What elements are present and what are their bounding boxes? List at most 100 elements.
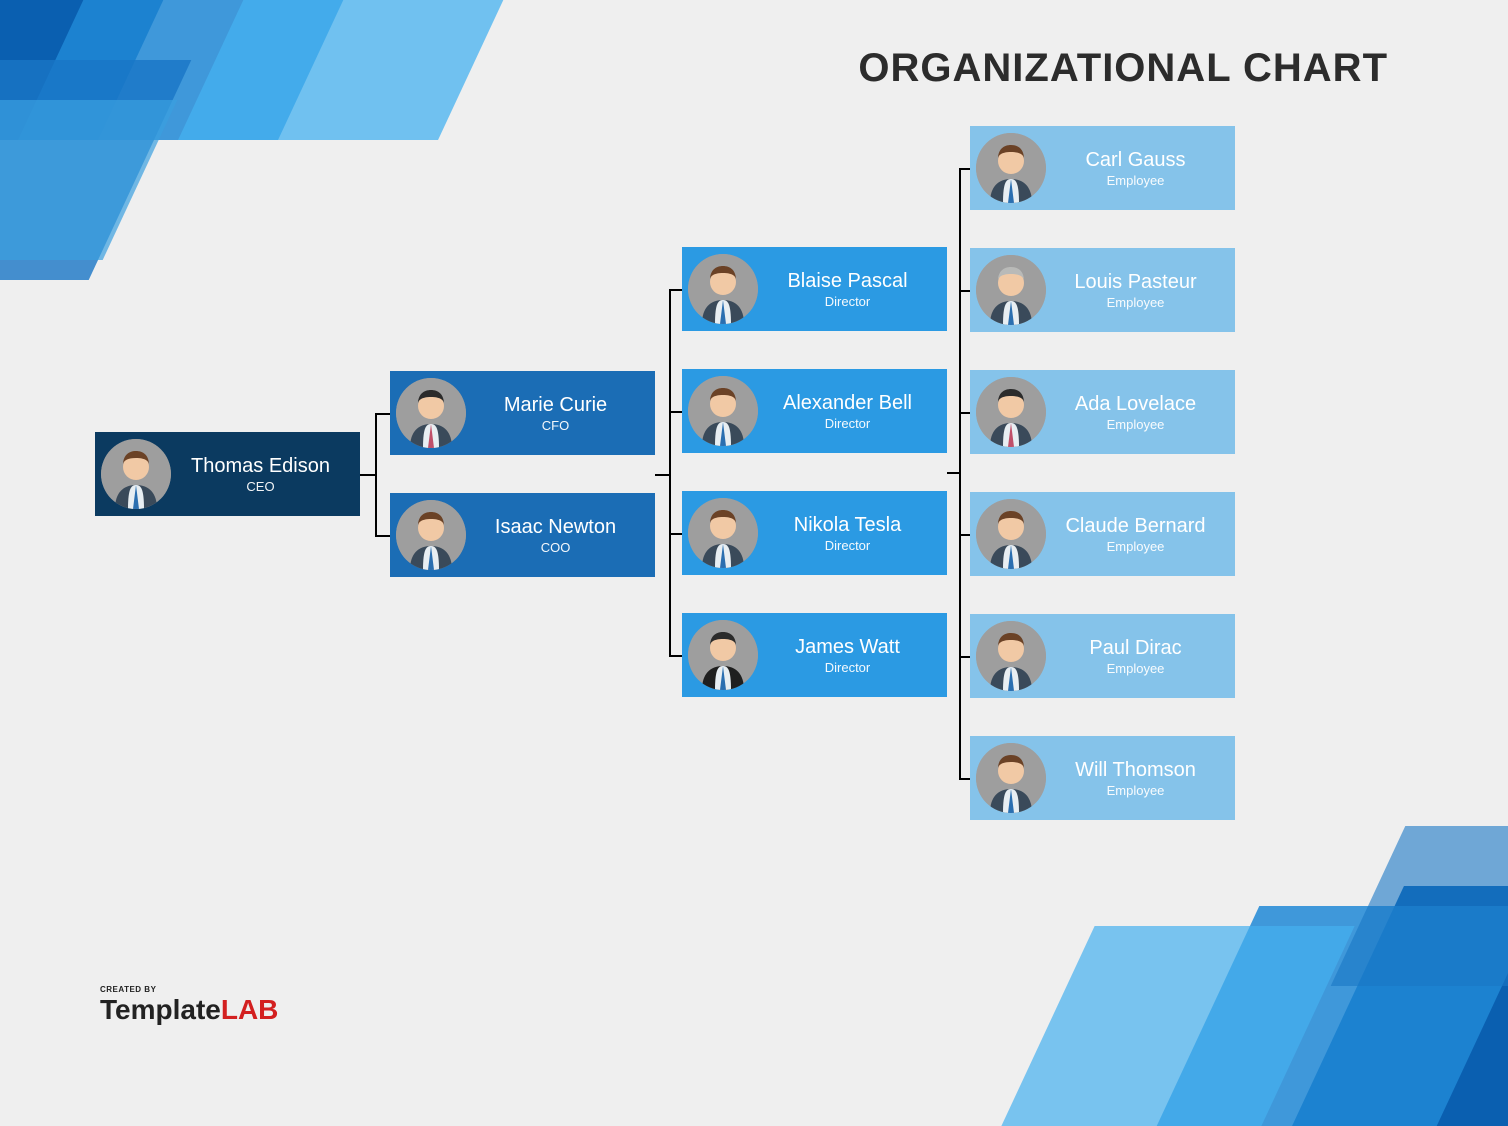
org-node: Marie Curie CFO	[390, 371, 655, 455]
connector-line	[959, 168, 971, 170]
org-node-text: Thomas Edison CEO	[181, 455, 360, 494]
org-node: Isaac Newton COO	[390, 493, 655, 577]
connector-line	[669, 411, 683, 413]
org-node: Carl Gauss Employee	[970, 126, 1235, 210]
org-node-name: Marie Curie	[476, 394, 635, 416]
org-node-role: Employee	[1056, 173, 1215, 188]
avatar-icon	[688, 620, 758, 690]
footer-brand-b: LAB	[221, 994, 279, 1025]
org-node-text: Marie Curie CFO	[476, 394, 655, 433]
org-node-name: Ada Lovelace	[1056, 393, 1215, 415]
avatar	[396, 500, 466, 570]
avatar	[396, 378, 466, 448]
org-node-role: Director	[768, 416, 927, 431]
connector-line	[669, 533, 683, 535]
avatar	[688, 376, 758, 446]
org-node: Alexander Bell Director	[682, 369, 947, 453]
org-node-text: Will Thomson Employee	[1056, 759, 1235, 798]
connector-line	[959, 412, 971, 414]
connector-line	[360, 474, 375, 476]
org-node-role: Employee	[1056, 417, 1215, 432]
org-node-name: Alexander Bell	[768, 392, 927, 414]
connector-line	[959, 290, 971, 292]
org-node-name: Nikola Tesla	[768, 514, 927, 536]
avatar	[976, 621, 1046, 691]
org-node-text: Isaac Newton COO	[476, 516, 655, 555]
connector-line	[959, 168, 961, 778]
org-node: Thomas Edison CEO	[95, 432, 360, 516]
org-node-role: Director	[768, 538, 927, 553]
org-node-role: COO	[476, 540, 635, 555]
avatar	[976, 133, 1046, 203]
org-node-text: Ada Lovelace Employee	[1056, 393, 1235, 432]
org-node-name: Paul Dirac	[1056, 637, 1215, 659]
avatar-icon	[976, 377, 1046, 447]
connector-line	[375, 413, 377, 535]
connector-line	[669, 655, 683, 657]
org-node-name: Carl Gauss	[1056, 149, 1215, 171]
footer-brand-a: Template	[100, 994, 221, 1025]
org-node: Will Thomson Employee	[970, 736, 1235, 820]
org-node-name: Thomas Edison	[181, 455, 340, 477]
connector-line	[959, 534, 971, 536]
avatar-icon	[396, 378, 466, 448]
avatar	[976, 255, 1046, 325]
avatar-icon	[976, 621, 1046, 691]
org-node-name: James Watt	[768, 636, 927, 658]
org-node: Paul Dirac Employee	[970, 614, 1235, 698]
org-node-name: Will Thomson	[1056, 759, 1215, 781]
connector-line	[959, 412, 961, 472]
connector-line	[669, 289, 683, 291]
org-node-name: Blaise Pascal	[768, 270, 927, 292]
org-node-role: Employee	[1056, 295, 1215, 310]
connector-line	[655, 474, 669, 476]
avatar	[976, 377, 1046, 447]
org-node-role: Employee	[1056, 539, 1215, 554]
org-node-role: Employee	[1056, 661, 1215, 676]
org-node-text: Blaise Pascal Director	[768, 270, 947, 309]
avatar	[688, 620, 758, 690]
avatar-icon	[688, 498, 758, 568]
org-node-name: Claude Bernard	[1056, 515, 1215, 537]
avatar-icon	[688, 254, 758, 324]
org-chart-canvas: Thomas Edison CEO Marie Curie CFO Isaac …	[0, 0, 1508, 1066]
org-node: Ada Lovelace Employee	[970, 370, 1235, 454]
avatar	[101, 439, 171, 509]
org-node: Louis Pasteur Employee	[970, 248, 1235, 332]
org-node-role: Director	[768, 294, 927, 309]
org-node-text: Claude Bernard Employee	[1056, 515, 1235, 554]
org-node-role: CEO	[181, 479, 340, 494]
org-node-text: Louis Pasteur Employee	[1056, 271, 1235, 310]
connector-line	[375, 535, 390, 537]
avatar-icon	[976, 255, 1046, 325]
avatar	[976, 499, 1046, 569]
avatar	[976, 743, 1046, 813]
avatar-icon	[976, 499, 1046, 569]
footer-created-by: CREATED BY	[100, 985, 278, 994]
org-node: Blaise Pascal Director	[682, 247, 947, 331]
org-node-text: Paul Dirac Employee	[1056, 637, 1235, 676]
avatar-icon	[976, 743, 1046, 813]
avatar-icon	[396, 500, 466, 570]
connector-line	[959, 778, 971, 780]
org-node-role: Employee	[1056, 783, 1215, 798]
avatar	[688, 254, 758, 324]
org-node-text: James Watt Director	[768, 636, 947, 675]
footer-brand: CREATED BY TemplateLAB	[100, 985, 278, 1026]
org-node-text: Alexander Bell Director	[768, 392, 947, 431]
org-node: Claude Bernard Employee	[970, 492, 1235, 576]
org-node-text: Carl Gauss Employee	[1056, 149, 1235, 188]
connector-line	[375, 413, 390, 415]
org-node-name: Louis Pasteur	[1056, 271, 1215, 293]
org-node-role: CFO	[476, 418, 635, 433]
connector-line	[947, 472, 959, 474]
avatar-icon	[688, 376, 758, 446]
org-node-role: Director	[768, 660, 927, 675]
avatar-icon	[101, 439, 171, 509]
org-node-name: Isaac Newton	[476, 516, 635, 538]
connector-line	[959, 656, 971, 658]
connector-line	[669, 411, 671, 474]
org-node-text: Nikola Tesla Director	[768, 514, 947, 553]
avatar	[688, 498, 758, 568]
org-node: James Watt Director	[682, 613, 947, 697]
